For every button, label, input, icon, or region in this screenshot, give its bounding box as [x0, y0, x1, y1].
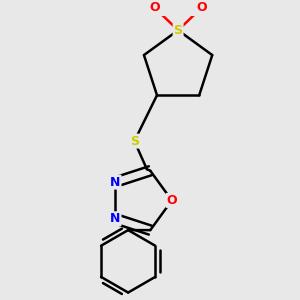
- Text: O: O: [149, 1, 160, 14]
- Text: N: N: [110, 212, 121, 225]
- Text: S: S: [130, 135, 139, 148]
- Text: O: O: [196, 1, 207, 14]
- Text: S: S: [174, 24, 183, 37]
- Text: O: O: [167, 194, 177, 207]
- Text: N: N: [110, 176, 121, 189]
